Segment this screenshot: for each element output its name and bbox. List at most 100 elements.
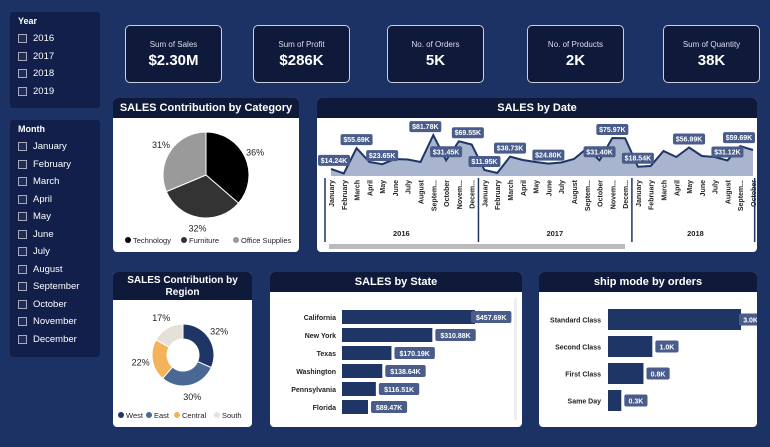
data-label: $81.78K bbox=[412, 124, 438, 131]
month-tick: July bbox=[406, 180, 413, 194]
bar bbox=[342, 364, 383, 378]
data-label-bg bbox=[340, 134, 373, 146]
option-label: May bbox=[33, 211, 51, 223]
date-card: SALES by Date $14.24K $55.69K $23.65K $81.7… bbox=[317, 98, 757, 252]
year-option[interactable]: 2019 bbox=[18, 83, 92, 101]
option-label: January bbox=[33, 141, 67, 153]
data-label: $14.24K bbox=[321, 158, 347, 165]
shipmode-card: ship mode by orders Standard Class 3.0K Se… bbox=[539, 272, 757, 427]
kpi-label: Sum of Quantity bbox=[682, 40, 741, 49]
data-label: 32% bbox=[188, 223, 206, 233]
data-label-bg bbox=[655, 340, 679, 353]
slice-technology bbox=[205, 131, 250, 204]
month-option[interactable]: March bbox=[18, 173, 92, 191]
data-label-bg bbox=[468, 156, 501, 168]
legend-label: South bbox=[222, 411, 242, 420]
category-label: New York bbox=[305, 333, 336, 340]
month-tick: June bbox=[393, 180, 400, 196]
sales-by-state-chart: California $457.69K New York $310.88K Texas $… bbox=[291, 298, 517, 420]
checkbox[interactable] bbox=[18, 86, 27, 96]
checkbox[interactable] bbox=[18, 317, 27, 327]
month-option[interactable]: September bbox=[18, 278, 92, 296]
checkbox[interactable] bbox=[18, 247, 27, 257]
month-tick: January bbox=[329, 180, 336, 207]
category-title: SALES Contribution by Category bbox=[113, 98, 299, 118]
checkbox[interactable] bbox=[18, 334, 27, 344]
bar bbox=[342, 400, 368, 414]
checkbox[interactable] bbox=[18, 194, 27, 204]
data-label-bg bbox=[596, 124, 629, 136]
kpi-card: No. of Products 2K bbox=[527, 25, 624, 83]
kpi-value: 38K bbox=[697, 52, 726, 69]
category-label: Second Class bbox=[555, 345, 601, 352]
month-tick: Septem... bbox=[431, 180, 438, 211]
month-option[interactable]: December bbox=[18, 331, 92, 349]
legend-marker bbox=[233, 237, 239, 243]
legend-label: West bbox=[126, 411, 144, 420]
legend-label: Central bbox=[182, 411, 207, 420]
category-label: Standard Class bbox=[550, 318, 601, 325]
option-label: July bbox=[33, 246, 50, 258]
slice-south bbox=[155, 323, 184, 348]
checkbox[interactable] bbox=[18, 51, 27, 61]
option-label: 2017 bbox=[33, 50, 55, 62]
month-option[interactable]: May bbox=[18, 208, 92, 226]
month-option[interactable]: October bbox=[18, 296, 92, 314]
state-card: SALES by State California $457.69K New Yor… bbox=[270, 272, 522, 427]
month-option[interactable]: June bbox=[18, 226, 92, 244]
data-label-bg bbox=[385, 365, 426, 377]
data-label: $11.95K bbox=[471, 159, 497, 166]
checkbox[interactable] bbox=[18, 282, 27, 292]
data-label: $31.40K bbox=[586, 149, 612, 156]
data-label: $138.64K bbox=[390, 369, 420, 376]
year-option[interactable]: 2017 bbox=[18, 48, 92, 66]
data-label-bg bbox=[366, 150, 399, 162]
year-option[interactable]: 2018 bbox=[18, 65, 92, 83]
checkbox[interactable] bbox=[18, 229, 27, 239]
data-label-bg bbox=[673, 133, 706, 145]
year-slicer-title: Year bbox=[18, 16, 38, 26]
shipmode-title: ship mode by orders bbox=[539, 272, 757, 292]
bar bbox=[342, 328, 433, 342]
month-slicer: Month January February March April May June Ju… bbox=[10, 120, 100, 357]
data-label-bg bbox=[471, 311, 512, 323]
month-slicer-title: Month bbox=[18, 124, 45, 134]
data-label: $116.51K bbox=[384, 387, 414, 394]
checkbox[interactable] bbox=[18, 264, 27, 274]
month-option[interactable]: November bbox=[18, 313, 92, 331]
legend-label: Technology bbox=[133, 236, 171, 245]
data-label: $457.69K bbox=[476, 315, 506, 322]
month-tick: January bbox=[636, 180, 643, 207]
year-label: 2018 bbox=[687, 229, 704, 238]
data-label-bg bbox=[409, 121, 442, 133]
option-label: February bbox=[33, 158, 72, 170]
month-option[interactable]: August bbox=[18, 261, 92, 279]
data-label: $56.99K bbox=[676, 137, 702, 144]
month-option[interactable]: January bbox=[18, 138, 92, 156]
month-option[interactable]: February bbox=[18, 156, 92, 174]
month-option[interactable]: April bbox=[18, 191, 92, 209]
checkbox[interactable] bbox=[18, 177, 27, 187]
data-label: $31.12K bbox=[714, 149, 740, 156]
month-tick: Septem... bbox=[738, 180, 745, 211]
sales-line bbox=[330, 132, 754, 175]
legend-marker bbox=[146, 412, 152, 418]
month-tick: March bbox=[508, 180, 515, 201]
month-tick: August bbox=[419, 179, 426, 204]
month-tick: October bbox=[598, 180, 605, 207]
month-tick: Septem... bbox=[585, 180, 592, 211]
checkbox[interactable] bbox=[18, 212, 27, 222]
checkbox[interactable] bbox=[18, 69, 27, 79]
kpi-card: No. of Orders 5K bbox=[387, 25, 484, 83]
month-option[interactable]: July bbox=[18, 243, 92, 261]
data-label-bg bbox=[723, 132, 755, 144]
checkbox[interactable] bbox=[18, 159, 27, 169]
bar bbox=[342, 346, 392, 360]
category-label: Same Day bbox=[568, 399, 602, 406]
checkbox[interactable] bbox=[18, 34, 27, 44]
checkbox[interactable] bbox=[18, 142, 27, 152]
data-label: $75.97K bbox=[599, 127, 625, 134]
legend-marker bbox=[125, 237, 131, 243]
checkbox[interactable] bbox=[18, 299, 27, 309]
year-option[interactable]: 2016 bbox=[18, 30, 92, 48]
